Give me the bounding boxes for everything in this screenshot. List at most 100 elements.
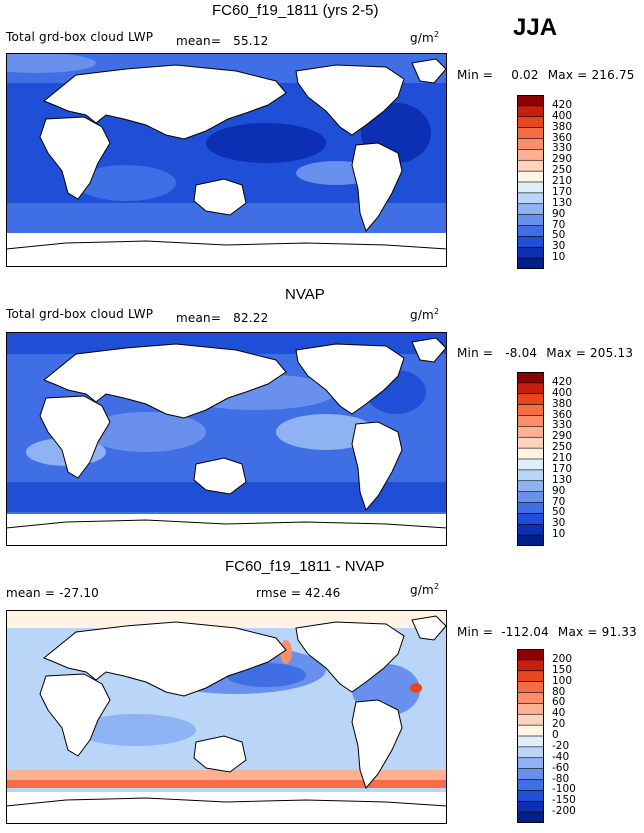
panel2-land-south-america (351, 421, 403, 511)
panel2-minmax: Min = -8.04 Max = 205.13 (457, 346, 633, 360)
colorbar-swatch (517, 670, 544, 683)
colorbar-tick-label: 210 (552, 452, 573, 464)
panel1-max-label: Max = (547, 68, 588, 82)
panel1-land-eurasia (43, 64, 287, 140)
colorbar-swatch (517, 257, 544, 269)
colorbar-swatch (517, 480, 544, 493)
panel3-mean-label: mean = (6, 586, 56, 600)
panel3-map-frame (6, 610, 447, 824)
colorbar-swatch (517, 534, 544, 546)
colorbar-tick-label: 210 (552, 175, 573, 187)
panel2-max-label: Max = (546, 346, 586, 360)
panel3-colorbar (517, 649, 544, 823)
panel3-land-north-america (295, 621, 405, 693)
colorbar-swatch (517, 116, 544, 129)
colorbar-swatch (517, 768, 544, 781)
colorbar-swatch (517, 192, 544, 205)
colorbar-tick-label: 90 (552, 207, 566, 220)
panel3-land-africa (39, 673, 111, 757)
colorbar-tick-label: -40 (552, 750, 570, 763)
panel3-units: g/m2 (410, 582, 439, 597)
panel2-units: g/m2 (410, 307, 439, 322)
colorbar-tick-label: 170 (552, 185, 573, 198)
colorbar-tick-label: 10 (552, 251, 566, 264)
panel3-units-exp: 2 (433, 582, 440, 591)
colorbar-swatch (517, 225, 544, 237)
colorbar-swatch (517, 523, 544, 536)
panel1-minmax: Min = 0.02 Max = 216.75 (457, 68, 635, 82)
colorbar-swatch (517, 127, 544, 140)
panel2-land-eurasia (43, 343, 287, 419)
colorbar-swatch (517, 105, 544, 118)
colorbar-tick-label: 70 (552, 218, 566, 231)
colorbar-swatch (517, 458, 544, 471)
panel1-land-south-america (351, 142, 403, 232)
panel3-land-eurasia (43, 621, 287, 697)
panel3-land-australia (193, 735, 247, 773)
panel3-continents (6, 615, 447, 824)
colorbar-swatch (517, 779, 544, 791)
colorbar-tick-label: 60 (552, 696, 566, 709)
colorbar-swatch (517, 426, 544, 438)
colorbar-tick-label: -20 (552, 739, 570, 752)
colorbar-swatch (517, 800, 544, 813)
panel2-indian-light (86, 412, 206, 452)
colorbar-swatch (517, 95, 544, 107)
panel1-mean-label: mean= (176, 34, 222, 48)
panel3-southern-red (6, 780, 447, 788)
panel2-min-label: Min = (457, 346, 494, 360)
colorbar-tick-label: 20 (552, 718, 566, 731)
panel1-land-greenland (411, 58, 447, 84)
panel1-land-africa (39, 116, 111, 200)
panel2-land-north-america (295, 343, 405, 415)
colorbar-swatch (517, 513, 544, 525)
colorbar-tick-label: 50 (552, 506, 566, 519)
colorbar-frame (517, 649, 544, 823)
panel3-minmax: Min = -112.04 Max = 91.33 (457, 625, 637, 639)
colorbar-swatch (517, 382, 544, 395)
colorbar-tick-label: 420 (552, 98, 573, 111)
colorbar-tick-label: 40 (552, 707, 566, 720)
panel2-land-africa (39, 395, 111, 479)
colorbar-tick-label: 10 (552, 528, 566, 541)
panel3-land-south-america (351, 699, 403, 789)
colorbar-tick-label: 0 (552, 729, 559, 741)
panel1-min-value: 0.02 (511, 68, 539, 82)
panel2-mean: mean= 82.22 (176, 311, 268, 325)
colorbar-swatch (517, 203, 544, 216)
colorbar-tick-label: -150 (552, 794, 576, 807)
panel1-units-base: g/m (410, 31, 434, 45)
panel1-indian-patch (76, 165, 176, 201)
colorbar-swatch (517, 170, 544, 183)
colorbar-swatch (517, 649, 544, 661)
panel2-mean-value: 82.22 (233, 311, 269, 325)
colorbar-swatch (517, 746, 544, 759)
colorbar-tick-label: 70 (552, 495, 566, 508)
panel2-colorbar (517, 372, 544, 546)
panel3-rmse-value: 42.46 (305, 586, 341, 600)
panel2-mean-label: mean= (176, 311, 222, 325)
colorbar-tick-label: 80 (552, 685, 566, 698)
panel2-units-exp: 2 (433, 307, 440, 316)
panel3-rmse-label: rmse = (256, 586, 302, 600)
colorbar-swatch (517, 502, 544, 514)
panel3-mean-value: -27.10 (59, 586, 100, 600)
colorbar-tick-label: -80 (552, 772, 570, 785)
panel1-land-antarctica (6, 240, 447, 267)
colorbar-tick-label: 30 (552, 517, 566, 530)
colorbar-frame (517, 95, 544, 269)
colorbar-swatch (517, 735, 544, 748)
colorbar-swatch (517, 415, 544, 427)
colorbar-tick-label: 250 (552, 441, 573, 454)
colorbar-tick-label: 330 (552, 419, 573, 432)
panel3-max-label: Max = (557, 625, 598, 639)
panel3-map (6, 610, 447, 824)
colorbar-swatch (517, 703, 544, 715)
colorbar-swatch (517, 404, 544, 417)
colorbar-swatch (517, 372, 544, 384)
panel1-units: g/m2 (410, 30, 439, 45)
colorbar-swatch (517, 659, 544, 672)
colorbar-tick-label: 400 (552, 386, 573, 399)
colorbar-tick-label: 400 (552, 109, 573, 122)
panel3-atlantic-red (410, 683, 422, 693)
